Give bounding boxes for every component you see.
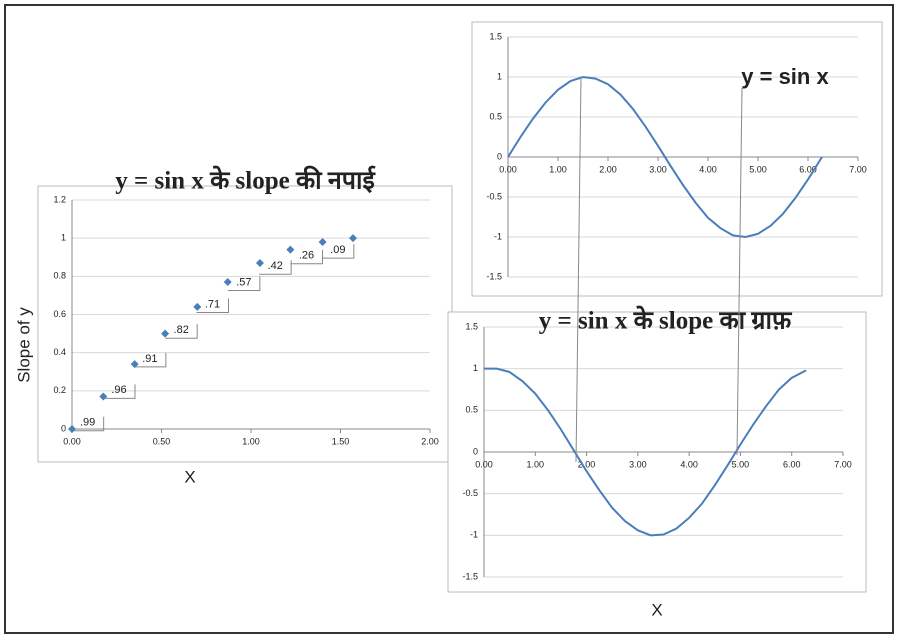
annotation-bracket xyxy=(227,276,261,292)
annotation-bracket xyxy=(196,298,230,313)
x-tick-label: 3.00 xyxy=(649,164,667,174)
annotation-bracket xyxy=(165,324,198,339)
x-axis-title: X xyxy=(184,467,195,486)
data-line xyxy=(484,367,807,537)
data-point xyxy=(286,245,295,254)
x-tick-label: 1.00 xyxy=(242,436,260,446)
x-tick-label: 2.00 xyxy=(421,436,439,446)
y-tick-label: 1.5 xyxy=(465,321,478,331)
y-tick-label: 1 xyxy=(61,233,66,243)
connector-line xyxy=(575,76,582,463)
annotation-bracket xyxy=(102,384,136,399)
chart-title: y = sin x के slope का ग्राफ़ xyxy=(539,306,793,335)
y-tick-label: 0.4 xyxy=(53,347,66,357)
y-tick-label: 0.5 xyxy=(465,405,478,415)
x-tick-label: 5.00 xyxy=(732,459,750,469)
data-point xyxy=(255,258,264,267)
x-tick-label: 2.00 xyxy=(599,164,617,174)
x-tick-label: 1.00 xyxy=(527,459,545,469)
chart-frame xyxy=(471,21,883,297)
x-tick-label: 0.00 xyxy=(63,436,81,446)
x-tick-label: 1.50 xyxy=(332,436,350,446)
chart: -1.5 -1 -0.5 0 0.5 1 1.5 0.00 1.00 2.00 3.00 4.00 5.… xyxy=(471,21,883,297)
y-tick-label: 1.5 xyxy=(489,31,502,41)
x-tick-label: 6.00 xyxy=(783,459,801,469)
chart-frame xyxy=(37,185,453,463)
chart: -1.5 -1 -0.5 0 0.5 1 1.5 0.00 1.00 2.00 3.00 4.00 5.… xyxy=(447,306,867,619)
x-tick-label: 7.00 xyxy=(849,164,867,174)
x-tick-label: 5.00 xyxy=(749,164,767,174)
y-tick-label: 0.8 xyxy=(53,271,66,281)
annotation: .71 xyxy=(205,298,220,310)
annotation-bracket xyxy=(259,260,292,275)
y-axis-title: Slope of y xyxy=(14,307,33,383)
y-tick-label: 0.2 xyxy=(53,385,66,395)
annotation-bracket xyxy=(71,416,105,432)
data-line xyxy=(507,75,823,239)
data-point xyxy=(161,329,170,338)
annotation: .09 xyxy=(330,244,345,256)
annotation: .26 xyxy=(299,250,314,262)
y-tick-label: 1 xyxy=(473,363,478,373)
y-tick-label: -0.5 xyxy=(486,191,502,201)
annotation-bracket xyxy=(321,244,355,259)
connector-line xyxy=(736,87,743,456)
x-tick-label: 0.00 xyxy=(499,164,517,174)
y-tick-label: -0.5 xyxy=(462,488,478,498)
x-tick-label: 3.00 xyxy=(629,459,647,469)
chart: 0 0.2 0.4 0.6 0.8 1 1.2 0.00 0.50 1.00 1.50 2.00 y =… xyxy=(14,166,453,486)
x-tick-label: 6.00 xyxy=(799,164,817,174)
x-tick-label: 0.00 xyxy=(475,459,493,469)
y-tick-label: -1 xyxy=(470,530,478,540)
annotation: .57 xyxy=(236,276,251,288)
annotation-bracket xyxy=(290,249,323,265)
y-tick-label: -1.5 xyxy=(462,571,478,581)
y-tick-label: 0 xyxy=(473,446,478,456)
data-point xyxy=(68,425,76,433)
y-tick-label: 1.2 xyxy=(53,194,66,204)
data-point xyxy=(318,237,327,246)
annotation: .96 xyxy=(111,384,126,396)
y-tick-label: 0 xyxy=(61,423,66,433)
y-tick-label: 0.5 xyxy=(489,111,502,121)
data-point xyxy=(223,278,232,287)
x-tick-label: 7.00 xyxy=(834,459,852,469)
data-point xyxy=(349,234,358,243)
annotation-bracket xyxy=(133,352,167,368)
charts: 00.20.40.60.811.20.00 0.50 1.00 1.50 2.00y =… xyxy=(14,21,883,619)
y-tick-label: -1 xyxy=(494,231,502,241)
annotation: .82 xyxy=(174,324,189,336)
y-tick-label: 1 xyxy=(497,71,502,81)
x-tick-label: 4.00 xyxy=(680,459,698,469)
y-tick-label: -1.5 xyxy=(486,271,502,281)
y-tick-label: 0 xyxy=(497,151,502,161)
annotation: .91 xyxy=(142,353,157,365)
x-tick-label: 2.00 xyxy=(578,459,596,469)
x-tick-label: 0.50 xyxy=(153,436,171,446)
annotation: .99 xyxy=(80,417,95,429)
data-point xyxy=(130,360,139,369)
data-point xyxy=(193,302,202,311)
x-tick-label: 1.00 xyxy=(549,164,567,174)
annotation: .42 xyxy=(268,260,283,272)
chart-title: y = sin x xyxy=(741,64,829,89)
x-tick-label: 4.00 xyxy=(699,164,717,174)
x-axis-title: X xyxy=(651,600,662,619)
y-tick-label: 0.6 xyxy=(53,309,66,319)
chart-title: y = sin x के slope की नपाई xyxy=(115,166,376,195)
data-point xyxy=(99,392,108,401)
